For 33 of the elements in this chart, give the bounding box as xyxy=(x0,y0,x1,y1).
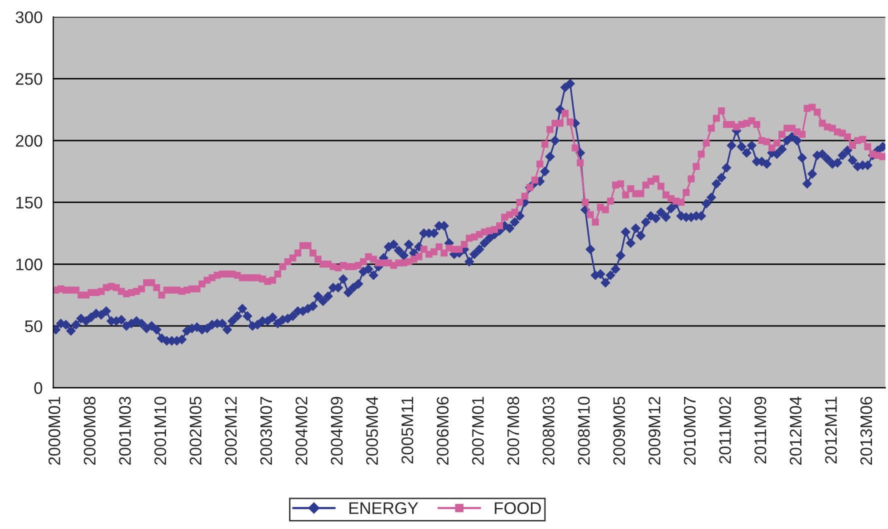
x-tick-label: 2006M06 xyxy=(436,396,449,465)
x-tick-label: 2010M07 xyxy=(684,396,696,465)
x-tick-label: 2009M05 xyxy=(613,396,626,465)
y-tick-label: 250 xyxy=(16,73,42,85)
x-tick-label: 2012M04 xyxy=(790,396,802,465)
y-tick-label: 150 xyxy=(16,196,42,209)
x-tick-label: 2000M08 xyxy=(84,396,96,465)
x-tick-label: 2001M03 xyxy=(119,396,131,465)
x-tick-label: 2007M08 xyxy=(507,396,520,465)
y-tick-label: 100 xyxy=(16,258,42,270)
x-tick-label: 2013M06 xyxy=(860,396,872,465)
y-tick-label: 300 xyxy=(16,11,42,24)
y-tick-label: 0 xyxy=(34,382,42,394)
x-tick-label: 2009M12 xyxy=(648,396,660,465)
x-tick-label: 2011M09 xyxy=(754,396,766,464)
x-tick-label: 2000M01 xyxy=(48,396,60,465)
x-tick-label: 2001M10 xyxy=(154,396,166,465)
x-tick-label: 2004M02 xyxy=(296,396,308,465)
x-tick-label: 2002M12 xyxy=(224,396,237,465)
y-tick-label: 50 xyxy=(24,320,42,332)
legend-label: ENERGY xyxy=(349,502,418,514)
legend-label: FOOD xyxy=(494,502,541,514)
x-tick-label: 2005M11 xyxy=(401,396,414,464)
y-tick-label: 200 xyxy=(16,134,42,147)
x-tick-label: 2005M04 xyxy=(366,396,378,465)
x-tick-label: 2011M02 xyxy=(719,396,731,464)
x-tick-label: 2007M01 xyxy=(472,396,484,465)
x-tick-label: 2004M09 xyxy=(330,396,343,465)
x-tick-label: 2012M11 xyxy=(825,396,837,464)
x-tick-label: 2002M05 xyxy=(190,396,202,465)
x-tick-label: 2008M10 xyxy=(578,396,590,465)
x-tick-label: 2003M07 xyxy=(260,396,272,465)
x-tick-label: 2008M03 xyxy=(542,396,554,465)
